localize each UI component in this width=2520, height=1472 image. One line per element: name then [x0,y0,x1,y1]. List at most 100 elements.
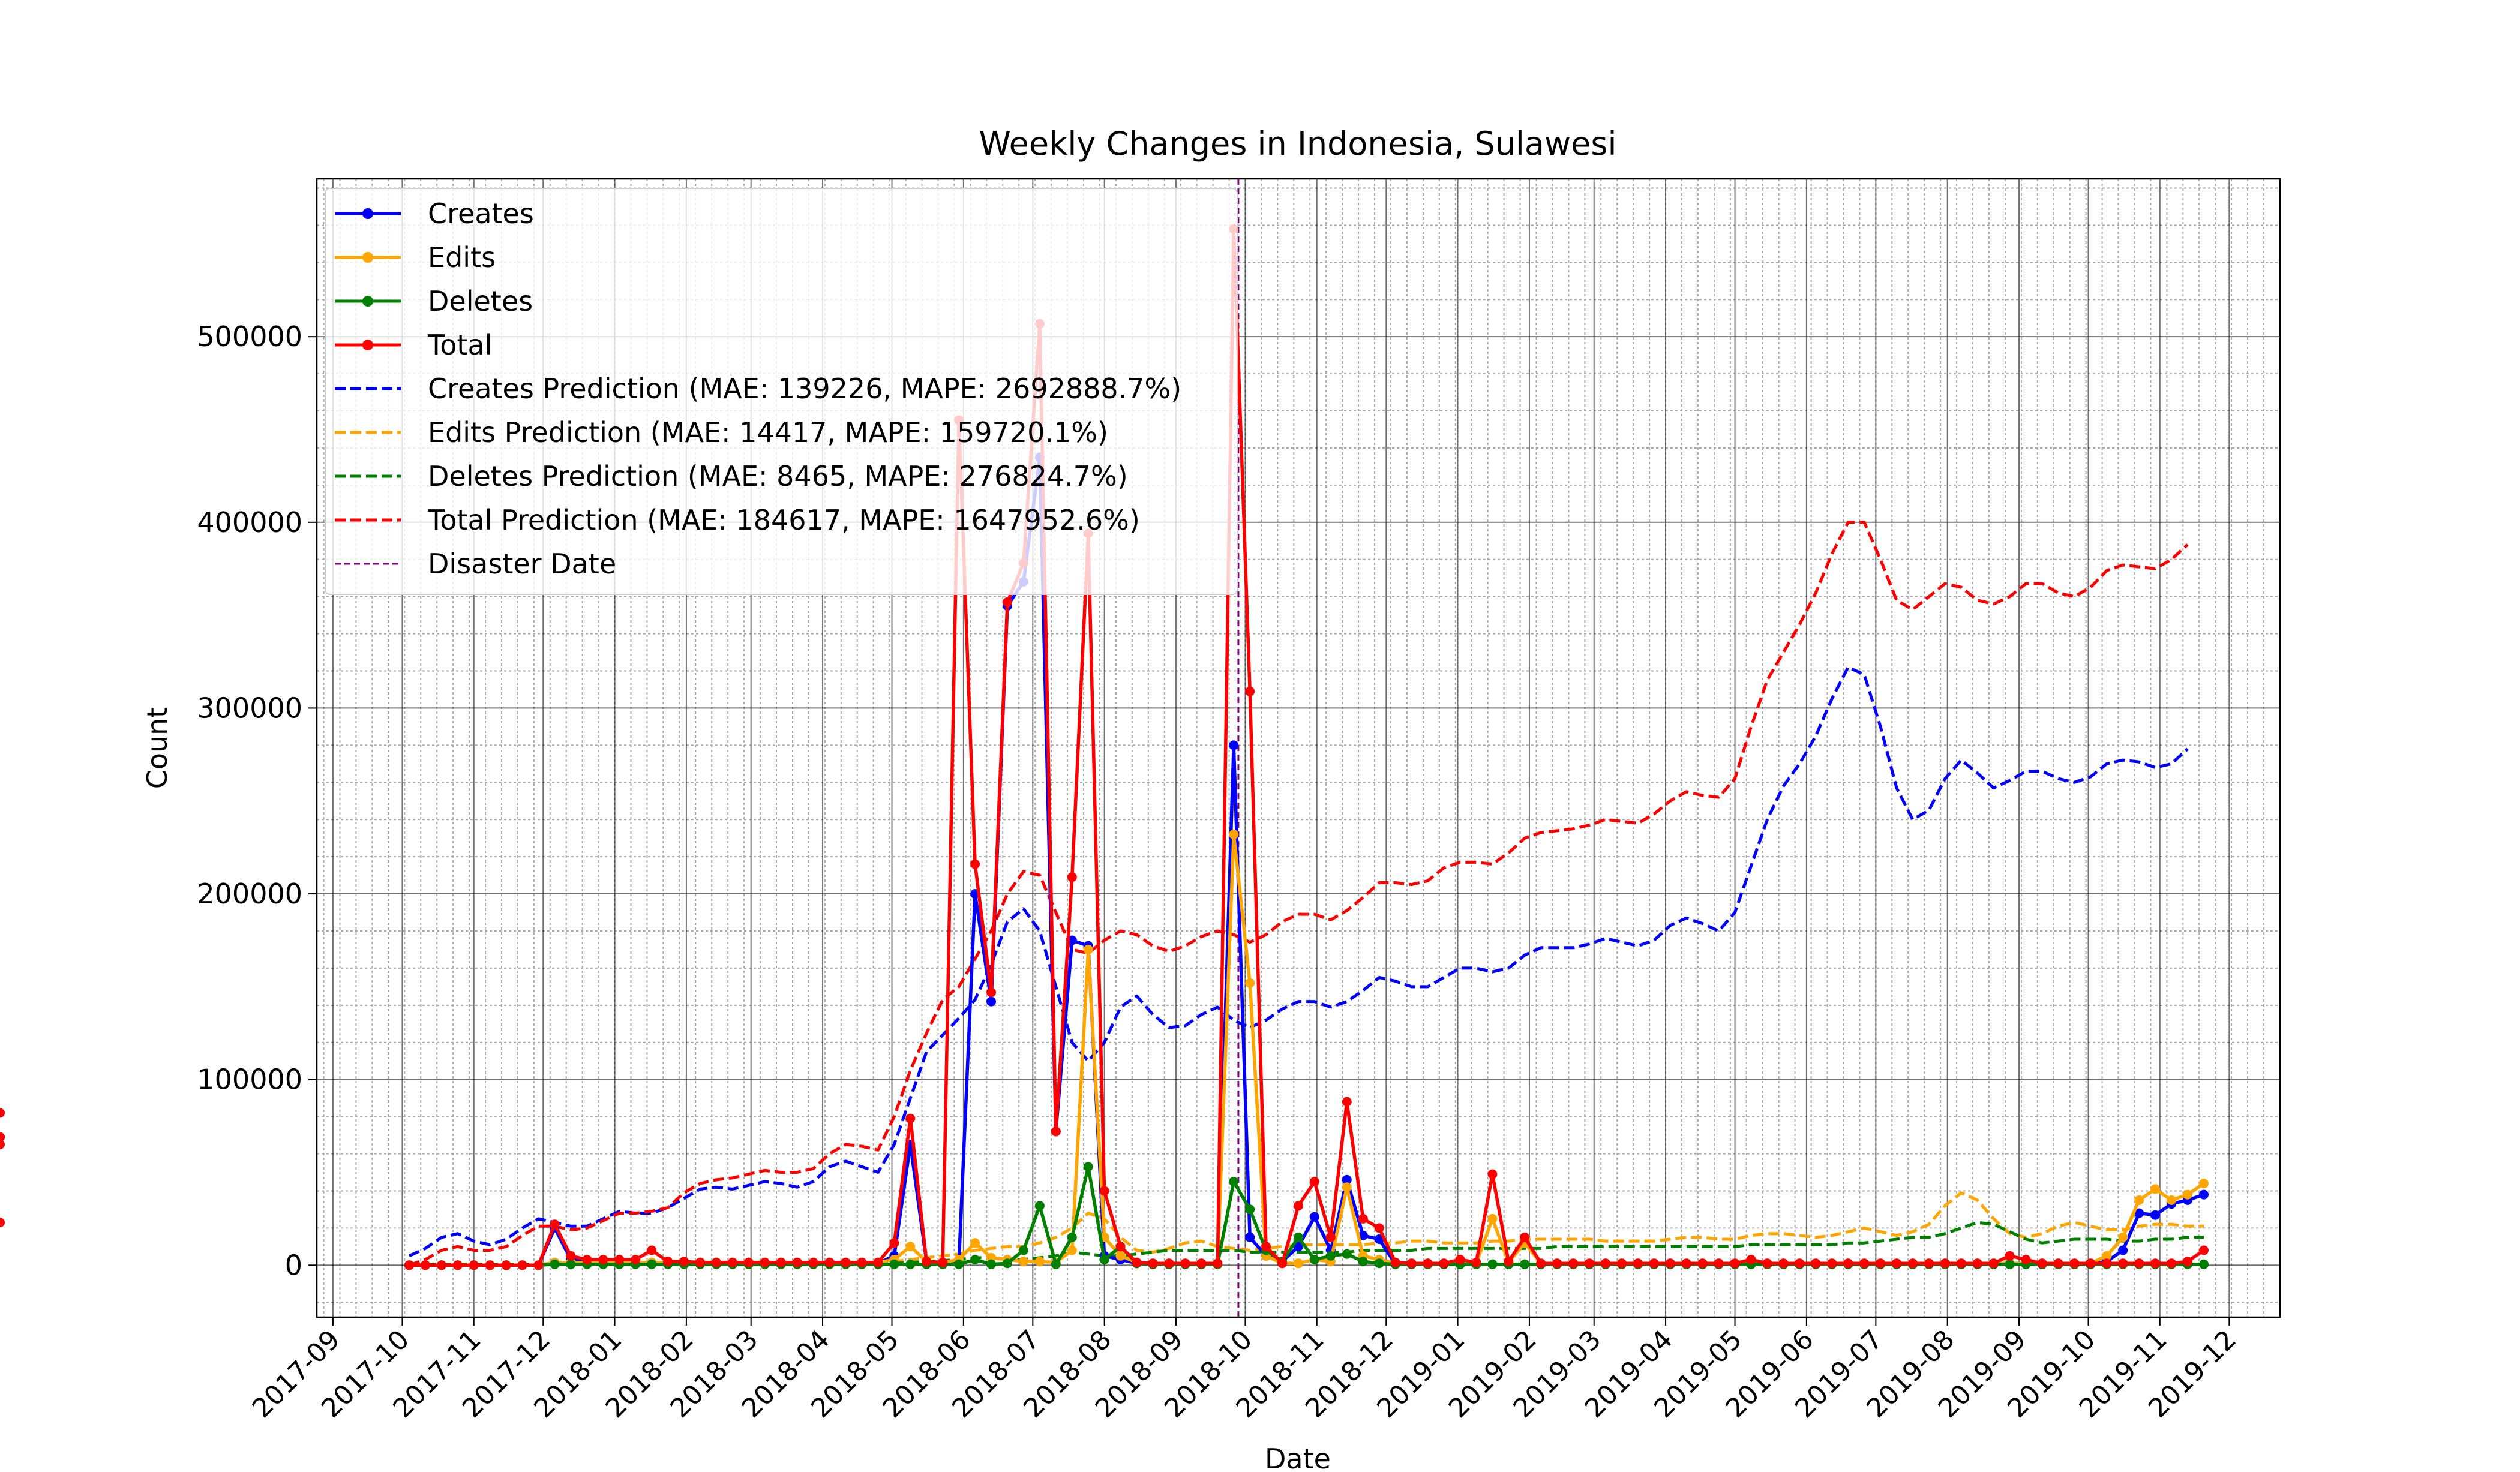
data-point [1940,1258,1950,1269]
data-point [631,1255,641,1264]
data-point [1487,1259,1498,1269]
data-point [711,1257,721,1267]
data-point [1439,1258,1449,1269]
data-point [614,1255,625,1264]
data-point [889,1259,899,1269]
data-point [1294,1232,1303,1242]
data-point [873,1257,883,1267]
data-point [905,1242,916,1252]
data-point [2118,1245,2128,1255]
data-point [1568,1258,1579,1269]
data-point [647,1259,657,1269]
data-point [566,1251,576,1261]
data-point [905,1113,916,1123]
data-point [1083,944,1093,954]
data-point [970,1238,980,1248]
legend-label: Edits Prediction (MAE: 14417, MAPE: 1597… [428,416,1108,449]
data-point [889,1238,899,1248]
data-point [1309,1212,1319,1222]
data-point [469,1260,479,1270]
data-point [1471,1257,1481,1267]
data-point [1003,597,1012,607]
y-tick-label: 300000 [197,692,302,724]
data-point [1294,1258,1303,1269]
data-point [1245,1232,1255,1242]
data-point [1245,978,1255,988]
data-point [1325,1232,1336,1242]
data-point [824,1257,835,1267]
data-point [2118,1232,2128,1242]
data-point [1358,1257,1368,1267]
data-point [1229,740,1239,750]
data-point [2167,1195,2177,1205]
data-point [2021,1255,2031,1264]
data-point [1229,830,1239,839]
data-point [1099,1186,1109,1196]
data-point [1309,1177,1319,1186]
data-point [2134,1258,2144,1269]
data-point [2199,1259,2209,1269]
data-point [808,1257,818,1267]
data-point [1099,1255,1109,1264]
legend: Creates Edits Deletes Total Creates Predicti… [325,188,1238,595]
data-point [1616,1258,1627,1269]
data-point [1325,1251,1336,1261]
data-point [727,1257,737,1267]
data-point [533,1260,544,1270]
data-point [2199,1245,2209,1255]
series-line-4 [408,665,2189,1258]
data-point [1294,1242,1303,1252]
data-point [1924,1258,1934,1269]
data-point [1374,1258,1384,1269]
legend-swatch-marker [362,252,373,263]
data-point [1390,1257,1400,1267]
data-point [679,1257,689,1267]
data-point [1406,1258,1417,1269]
data-point [1988,1258,1999,1269]
legend-swatch-marker [362,296,373,307]
data-point [1633,1258,1643,1269]
data-point [760,1257,770,1267]
data-point [1067,1232,1077,1242]
legend-label: Creates Prediction (MAE: 139226, MAPE: 2… [428,372,1181,405]
data-point [922,1257,932,1267]
data-point [2069,1258,2080,1269]
data-point [1811,1258,1821,1269]
data-point [938,1257,948,1267]
data-point [0,1140,5,1149]
data-point [1552,1258,1562,1269]
data-point [1697,1258,1708,1269]
data-point [1003,1258,1012,1269]
data-point [1972,1258,1982,1269]
data-point [0,1132,5,1142]
data-point [1520,1232,1530,1242]
data-point [1180,1258,1190,1269]
data-point [1067,872,1077,882]
data-point [1795,1258,1805,1269]
legend-box [325,188,1238,595]
plot-frame [316,178,2281,1318]
data-point [1907,1258,1918,1269]
data-point [582,1255,592,1264]
data-point [2199,1189,2209,1200]
data-point [1148,1258,1158,1269]
legend-label: Total [427,329,492,361]
legend-label: Deletes Prediction (MAE: 8465, MAPE: 276… [428,460,1128,492]
data-point [0,1218,5,1228]
data-point [2150,1184,2161,1194]
data-point [1196,1258,1207,1269]
data-point [2134,1195,2144,1205]
data-point [857,1257,867,1267]
data-point [598,1255,608,1264]
series-line-7 [409,521,2189,1267]
x-axis-label: Date [1265,1443,1331,1470]
data-point [1051,1126,1061,1137]
data-point [986,996,996,1007]
data-point [1504,1257,1514,1267]
data-point [1051,1259,1061,1269]
data-point [436,1260,446,1270]
data-point [1536,1258,1546,1269]
legend-label: Total Prediction (MAE: 184617, MAPE: 164… [427,504,1140,536]
data-point [550,1219,560,1230]
data-point [1342,1174,1352,1185]
